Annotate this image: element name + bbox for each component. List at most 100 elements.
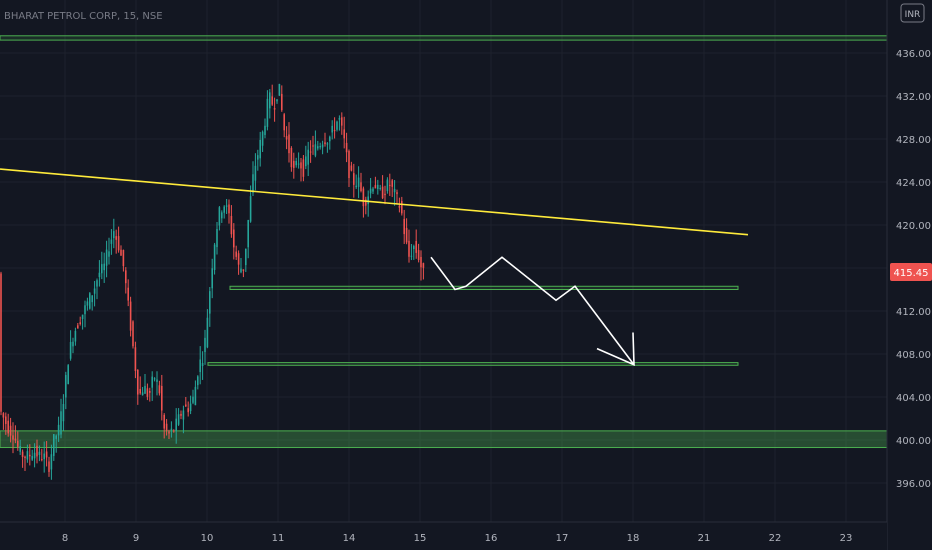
candle-body <box>405 227 408 243</box>
candle-body <box>240 268 242 273</box>
candle-body <box>257 155 259 160</box>
candle-body <box>151 376 153 388</box>
candle-body <box>252 174 254 193</box>
candle-body <box>192 396 194 403</box>
candle-body <box>271 96 273 105</box>
candle-body <box>285 136 288 140</box>
candlestick-series <box>0 83 425 480</box>
candle-body <box>242 269 245 271</box>
candle-body <box>122 250 125 267</box>
price-tick-label: 400.00 <box>896 436 931 447</box>
candle-body <box>312 145 314 147</box>
candle-body <box>317 146 319 149</box>
candle-body <box>396 192 398 195</box>
candle-body <box>98 272 101 278</box>
zone-demand-zone[interactable] <box>0 430 888 449</box>
candle-body <box>379 187 381 189</box>
projection-arrowhead <box>596 332 635 366</box>
projection-layer[interactable] <box>430 256 635 366</box>
candle-body <box>117 236 120 251</box>
time-axis-panel[interactable] <box>0 522 887 550</box>
candle-body <box>360 182 362 192</box>
projection-path[interactable] <box>430 256 635 366</box>
candle-body <box>55 435 57 439</box>
candle-body <box>293 160 295 168</box>
trendline[interactable] <box>0 168 749 236</box>
candle-body <box>0 273 2 412</box>
candle-body <box>230 215 233 235</box>
candle-body <box>173 430 175 432</box>
candle-body <box>295 161 297 166</box>
candle-body <box>350 165 353 171</box>
candle-body <box>149 390 151 393</box>
candle-body <box>266 98 269 127</box>
time-tick-label: 16 <box>485 533 498 544</box>
candle-body <box>125 270 127 284</box>
candle-body <box>185 404 187 407</box>
candle-body <box>204 337 206 353</box>
candle-body <box>93 288 96 294</box>
candle-body <box>77 325 79 329</box>
candle-body <box>374 185 377 189</box>
candle-body <box>31 456 33 460</box>
candle-body <box>288 134 290 154</box>
candle-body <box>67 365 69 385</box>
candle-body <box>209 291 211 314</box>
candle-body <box>156 379 158 382</box>
candle-body <box>69 341 72 359</box>
candle-body <box>62 404 65 422</box>
candle-body <box>206 317 209 348</box>
time-tick-label: 11 <box>272 533 285 544</box>
price-axis-panel[interactable] <box>887 0 932 522</box>
candle-body <box>235 251 237 257</box>
last-price-badge-bg <box>890 263 932 281</box>
candle-body <box>348 150 350 179</box>
last-price-label: 415.45 <box>894 268 929 279</box>
trendline-layer[interactable] <box>0 168 749 236</box>
candle-body <box>101 264 103 274</box>
candle-body <box>168 431 170 434</box>
candle-body <box>420 256 422 268</box>
candle-body <box>26 451 29 460</box>
candle-body <box>377 184 379 189</box>
candle-body <box>105 249 108 266</box>
candle-body <box>194 386 197 406</box>
candle-body <box>139 388 141 394</box>
candle-body <box>333 129 336 132</box>
candle-body <box>91 295 93 303</box>
candle-body <box>345 142 348 153</box>
candle-body <box>343 129 345 139</box>
time-tick-label: 21 <box>698 533 711 544</box>
price-tick-label: 436.00 <box>896 49 931 60</box>
candle-body <box>422 263 425 268</box>
candle-body <box>249 196 252 222</box>
candle-body <box>81 314 84 320</box>
candle-body <box>96 280 98 287</box>
candle-body <box>264 125 266 135</box>
candle-body <box>278 83 281 96</box>
candle-body <box>141 392 144 396</box>
currency-button[interactable]: INR <box>900 3 925 23</box>
candle-body <box>197 376 199 386</box>
candle-body <box>17 440 19 447</box>
candle-body <box>319 146 321 148</box>
candle-body <box>245 248 247 266</box>
zone-support-2[interactable] <box>207 362 739 366</box>
currency-label: INR <box>905 10 921 20</box>
candle-body <box>132 321 134 347</box>
price-tick-label: 432.00 <box>896 92 931 103</box>
candle-body <box>84 305 86 315</box>
candle-body <box>12 435 14 440</box>
candle-body <box>163 414 165 429</box>
candle-body <box>259 139 261 159</box>
zone-top-line[interactable] <box>0 35 888 41</box>
candle-body <box>65 375 67 398</box>
candle-body <box>261 131 264 146</box>
candle-body <box>72 341 74 347</box>
zone-support-1[interactable] <box>229 285 739 290</box>
candle-body <box>355 185 357 188</box>
candle-body <box>48 461 50 472</box>
candle-body <box>415 241 417 253</box>
candle-body <box>110 239 113 244</box>
